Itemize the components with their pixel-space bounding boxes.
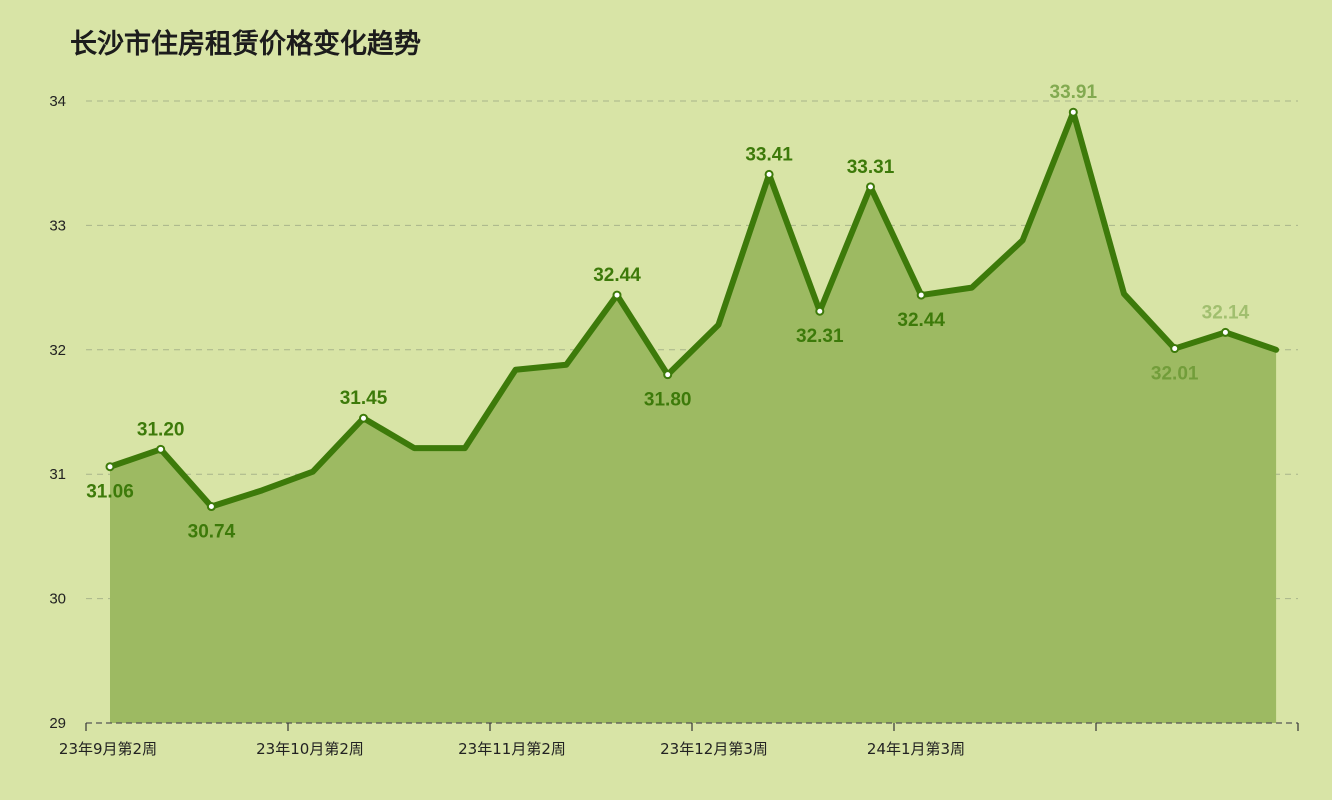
- data-label: 32.01: [1151, 364, 1199, 385]
- area-layer: [107, 109, 1280, 724]
- data-label: 33.41: [745, 144, 793, 165]
- data-point: [916, 290, 926, 300]
- data-point: [206, 502, 216, 512]
- data-point: [612, 290, 622, 300]
- x-tick-label: 23年10月第2周: [256, 740, 364, 758]
- chart-title: 长沙市住房租赁价格变化趋势: [70, 29, 421, 60]
- data-label: 33.91: [1050, 82, 1098, 103]
- data-label: 31.06: [86, 482, 134, 503]
- data-point: [815, 306, 825, 316]
- series-area: [110, 112, 1277, 724]
- data-label: 31.45: [340, 388, 388, 409]
- data-label: 31.20: [137, 419, 185, 440]
- y-tick-label: 33: [49, 217, 66, 234]
- x-tick-label: 23年12月第3周: [660, 740, 768, 758]
- x-tick-label: 24年1月第3周: [867, 740, 965, 758]
- data-point: [764, 169, 774, 179]
- x-tick-label: 23年9月第2周: [59, 740, 157, 758]
- data-point: [1220, 327, 1230, 337]
- y-tick-label: 32: [49, 342, 66, 359]
- data-point: [359, 413, 368, 423]
- data-label: 31.80: [644, 390, 692, 411]
- x-tick-label: 23年11月第2周: [458, 740, 566, 758]
- y-tick-label: 34: [49, 93, 66, 110]
- data-label: 32.31: [796, 326, 844, 347]
- data-label: 33.31: [847, 157, 895, 178]
- data-labels: 31.06 31.20 30.74 31.45 32.44 31.80 33.41 32.31…: [86, 82, 1249, 542]
- data-point: [1170, 344, 1180, 354]
- data-label: 32.44: [897, 310, 945, 331]
- points: [105, 107, 1230, 512]
- data-label: 32.14: [1202, 302, 1250, 323]
- data-label: 32.44: [593, 265, 641, 286]
- y-tick-label: 29: [49, 715, 66, 732]
- data-point: [866, 182, 875, 192]
- y-tick-label: 30: [49, 591, 66, 608]
- data-point: [1068, 107, 1078, 117]
- data-label: 30.74: [188, 522, 236, 543]
- data-point: [105, 462, 115, 472]
- y-tick-label: 31: [49, 466, 66, 483]
- axes: 29 30 31 32 33 34 23年9月第2周 23年10月第2周 23年11月第2周 23…: [49, 93, 1299, 758]
- series-line: [107, 109, 1280, 510]
- data-point: [663, 370, 673, 380]
- data-point: [156, 444, 166, 454]
